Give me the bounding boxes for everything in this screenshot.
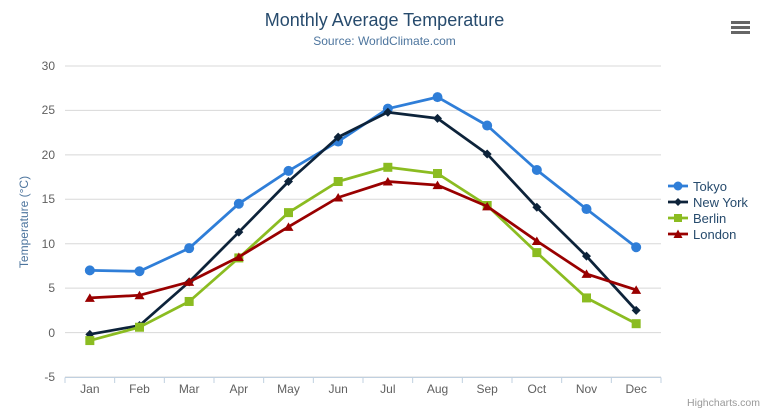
legend-label: New York [693, 194, 748, 210]
x-axis-label-jul: Jul [380, 382, 396, 396]
context-menu-button[interactable] [731, 21, 751, 35]
point-new-york-may[interactable] [284, 177, 293, 187]
point-london-dec[interactable] [631, 285, 642, 294]
point-london-jun[interactable] [333, 193, 344, 202]
point-berlin-oct[interactable] [532, 248, 542, 258]
y-axis-label-15: 15 [41, 192, 55, 207]
y-axis-label-10: 10 [41, 236, 55, 251]
x-axis-label-mar: Mar [178, 382, 200, 396]
point-new-york-jul[interactable] [383, 107, 393, 117]
point-london-feb[interactable] [134, 290, 145, 300]
point-london-aug[interactable] [432, 180, 443, 190]
point-berlin-jun[interactable] [333, 177, 343, 187]
legend: Tokyo New York Berlin London [668, 178, 748, 242]
point-london-apr[interactable] [233, 252, 244, 262]
x-axis-label-feb: Feb [129, 382, 150, 396]
point-berlin-jan[interactable] [85, 336, 95, 346]
point-berlin-mar[interactable] [184, 296, 194, 306]
point-london-mar[interactable] [184, 277, 195, 286]
x-axis-label-nov: Nov [575, 382, 598, 396]
x-axis-label-aug: Aug [426, 382, 449, 396]
point-london-oct[interactable] [531, 236, 542, 246]
point-tokyo-apr[interactable] [233, 198, 244, 209]
series-line-london[interactable] [88, 180, 638, 300]
point-london-jan[interactable] [84, 293, 95, 302]
y-axis-label-5: 5 [48, 281, 55, 296]
y-axis-label-25: 25 [41, 103, 55, 118]
point-new-york-jun[interactable] [333, 132, 343, 142]
legend-label: London [693, 226, 737, 242]
chart-title: Monthly Average Temperature [264, 10, 505, 30]
legend-marker-new-york [668, 198, 688, 206]
x-axis-label-oct: Oct [527, 382, 547, 396]
series-line-berlin[interactable] [88, 165, 638, 342]
x-axis-label-sep: Sep [476, 382, 498, 396]
point-new-york-dec[interactable] [631, 305, 641, 315]
x-axis-label-may: May [277, 382, 300, 396]
y-axis-label-0: 0 [48, 325, 55, 340]
point-berlin-feb[interactable] [135, 322, 144, 332]
point-berlin-jul[interactable] [383, 162, 393, 172]
point-tokyo-nov[interactable] [581, 204, 592, 215]
series-line-new-york[interactable] [88, 110, 638, 336]
point-berlin-may[interactable] [284, 208, 293, 218]
legend-label: Berlin [693, 210, 727, 226]
point-tokyo-feb[interactable] [134, 266, 145, 277]
x-axis-label-jan: Jan [80, 382, 100, 396]
point-tokyo-mar[interactable] [184, 243, 195, 254]
point-london-jul[interactable] [382, 177, 393, 186]
chart-subtitle: Source: WorldClimate.com [313, 34, 456, 48]
point-london-sep[interactable] [482, 201, 493, 211]
point-berlin-nov[interactable] [582, 293, 591, 303]
y-axis-label--5: -5 [44, 370, 55, 384]
y-axis-label-20: 20 [41, 147, 55, 162]
point-new-york-aug[interactable] [433, 113, 442, 123]
point-tokyo-jan[interactable] [84, 265, 95, 276]
legend-item-london[interactable]: London [668, 226, 748, 242]
x-axis-label-dec: Dec [625, 382, 647, 396]
legend-marker-tokyo [668, 181, 688, 191]
legend-item-berlin[interactable]: Berlin [668, 210, 748, 226]
point-berlin-dec[interactable] [631, 319, 641, 329]
point-new-york-apr[interactable] [234, 227, 244, 237]
point-berlin-aug[interactable] [433, 169, 442, 179]
point-tokyo-dec[interactable] [631, 242, 642, 253]
x-axis-label-jun: Jun [328, 382, 348, 396]
hamburger-icon [731, 21, 750, 24]
legend-item-new-york[interactable]: New York [668, 194, 748, 210]
point-new-york-nov[interactable] [582, 251, 591, 261]
legend-marker-berlin [668, 214, 688, 222]
point-tokyo-oct[interactable] [531, 164, 542, 175]
point-london-may[interactable] [283, 222, 294, 231]
point-tokyo-aug[interactable] [432, 92, 443, 103]
x-axis-label-apr: Apr [229, 382, 249, 396]
highcharts-credits-link[interactable]: Highcharts.com [687, 397, 760, 409]
point-london-nov[interactable] [581, 269, 592, 278]
point-new-york-oct[interactable] [532, 202, 542, 212]
legend-item-tokyo[interactable]: Tokyo [668, 178, 748, 194]
legend-marker-london [668, 229, 688, 238]
point-new-york-sep[interactable] [482, 149, 492, 159]
point-tokyo-sep[interactable] [482, 120, 493, 131]
y-axis-label-30: 30 [41, 59, 55, 73]
point-tokyo-may[interactable] [283, 165, 294, 176]
legend-label: Tokyo [693, 178, 727, 194]
